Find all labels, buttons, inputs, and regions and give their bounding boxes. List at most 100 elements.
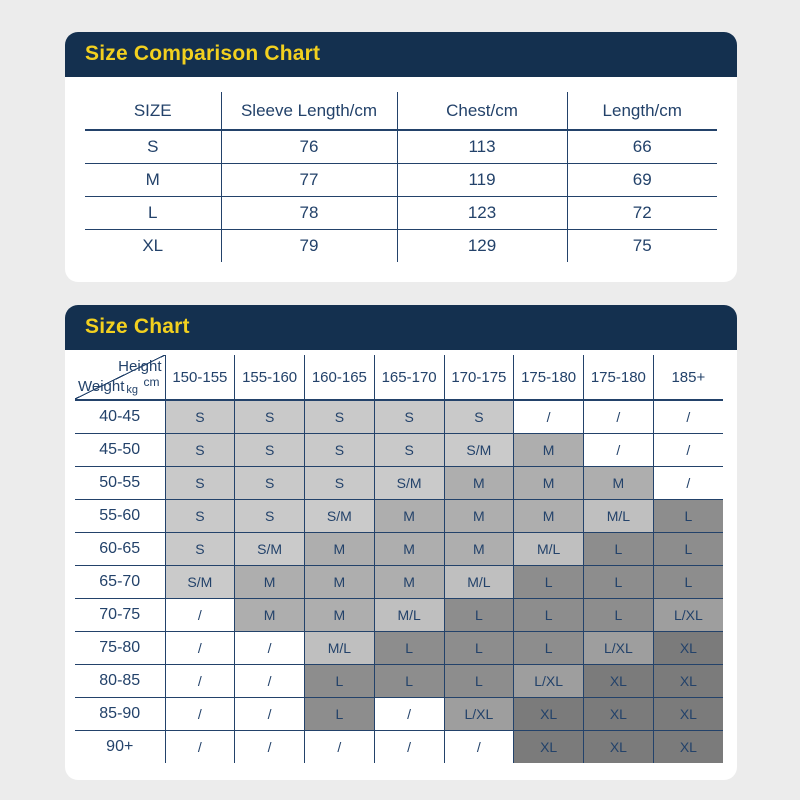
size-chart-card-body: Height cm Weight kg 150-155 155-160 160-165… — [65, 350, 737, 780]
size-cell: L — [373, 664, 444, 698]
cmp-value-cell: 66 — [566, 130, 717, 164]
cmp-size-label-cell: L — [85, 196, 221, 230]
size-cell: XL — [652, 631, 723, 665]
cmp-column-header: Length/cm — [566, 92, 717, 131]
no-size-cell: / — [164, 730, 235, 763]
cmp-size-label-cell: M — [85, 163, 221, 197]
size-chart-title: Size Chart — [85, 315, 190, 338]
size-cell: L — [513, 631, 584, 665]
size-cell: L — [373, 631, 444, 665]
weight-range-cell: 45-50 — [75, 433, 165, 467]
size-cell: S — [234, 433, 305, 467]
size-cell: L/XL — [443, 697, 514, 731]
cmp-table-row: XL 79 129 75 — [85, 229, 717, 262]
size-cell: M — [513, 466, 584, 500]
weight-range-cell: 40-45 — [75, 400, 165, 434]
weight-row: 40-45 S S S S S / / / — [75, 400, 723, 434]
no-size-cell: / — [373, 730, 444, 763]
size-cell: S — [234, 400, 305, 434]
size-cell: M — [373, 565, 444, 599]
size-cell: M — [373, 499, 444, 533]
size-chart-header-row: Height cm Weight kg 150-155 155-160 160-165… — [75, 355, 723, 401]
weight-range-cell: 65-70 — [75, 565, 165, 599]
size-cell: M/L — [304, 631, 375, 665]
size-cell: S — [164, 400, 235, 434]
no-size-cell: / — [652, 466, 723, 500]
size-cell: L — [652, 499, 723, 533]
weight-axis-unit: kg — [126, 384, 139, 396]
size-cell: M — [513, 433, 584, 467]
height-column-header: 155-160 — [234, 355, 305, 401]
weight-row: 80-85// L L L L/XL XL XL — [75, 664, 723, 698]
cmp-size-label-cell: S — [85, 130, 221, 164]
size-cell: S — [164, 532, 235, 566]
size-cell: M — [443, 466, 514, 500]
cmp-value-cell: 69 — [566, 163, 717, 197]
weight-row: 55-60 S S S/M M M M M/L L — [75, 499, 723, 533]
size-cell: M — [513, 499, 584, 533]
weight-range-cell: 80-85 — [75, 664, 165, 698]
size-cell: L — [304, 664, 375, 698]
size-cell: L — [583, 565, 654, 599]
size-cell: XL — [583, 664, 654, 698]
size-cell: L — [652, 532, 723, 566]
size-cell: M — [443, 532, 514, 566]
size-cell: XL — [513, 697, 584, 731]
page: Size Comparison Chart SIZE Sleeve Length/… — [65, 32, 737, 780]
weight-axis-label: Weight kg — [78, 378, 139, 396]
size-cell: S — [373, 433, 444, 467]
cmp-table-row: L 78 123 72 — [85, 196, 717, 230]
size-cell: L — [513, 565, 584, 599]
cmp-value-cell: 76 — [220, 130, 397, 164]
size-cell: L — [513, 598, 584, 632]
weight-row: 45-50 S S S S S/M M / / — [75, 433, 723, 467]
no-size-cell: / — [443, 730, 514, 763]
weight-row: 90+ / / / / / XL XL XL — [75, 730, 723, 763]
cmp-value-cell: 75 — [566, 229, 717, 262]
weight-range-cell: 85-90 — [75, 697, 165, 731]
size-cell: S/M — [234, 532, 305, 566]
size-cell: L — [583, 598, 654, 632]
size-cell: M/L — [443, 565, 514, 599]
height-column-header: 150-155 — [164, 355, 235, 401]
size-cell: M — [304, 532, 375, 566]
size-cell: M — [234, 565, 305, 599]
size-cell: M — [443, 499, 514, 533]
no-size-cell: / — [234, 730, 305, 763]
size-cell: M/L — [513, 532, 584, 566]
weight-row: 85-90// L / L/XL XL XL XL — [75, 697, 723, 731]
cmp-value-cell: 129 — [396, 229, 567, 262]
height-column-header: 175-180 — [583, 355, 654, 401]
size-cell: XL — [513, 730, 584, 763]
size-cell: M — [304, 565, 375, 599]
size-cell: S — [164, 466, 235, 500]
cmp-column-header: Chest/cm — [396, 92, 567, 131]
no-size-cell: / — [583, 433, 654, 467]
size-cell: XL — [652, 664, 723, 698]
cmp-column-header: Sleeve Length/cm — [220, 92, 397, 131]
size-chart-table: Height cm Weight kg 150-155 155-160 160-165… — [75, 355, 723, 763]
no-size-cell: / — [513, 400, 584, 434]
size-cell: M/L — [373, 598, 444, 632]
cmp-value-cell: 79 — [220, 229, 397, 262]
cmp-value-cell: 72 — [566, 196, 717, 230]
height-column-header: 185+ — [652, 355, 723, 401]
size-cell: S/M — [304, 499, 375, 533]
cmp-value-cell: 113 — [396, 130, 567, 164]
size-cell: M — [304, 598, 375, 632]
size-comparison-title: Size Comparison Chart — [85, 42, 321, 65]
cmp-value-cell: 78 — [220, 196, 397, 230]
height-axis-label: Height — [118, 358, 162, 375]
size-cell: L/XL — [652, 598, 723, 632]
no-size-cell: / — [234, 631, 305, 665]
size-cell: XL — [583, 730, 654, 763]
size-cell: S — [234, 466, 305, 500]
no-size-cell: / — [234, 664, 305, 698]
size-cell: S/M — [164, 565, 235, 599]
weight-range-cell: 75-80 — [75, 631, 165, 665]
height-column-header: 170-175 — [443, 355, 514, 401]
no-size-cell: / — [583, 400, 654, 434]
cmp-table-row: M 77 119 69 — [85, 163, 717, 197]
